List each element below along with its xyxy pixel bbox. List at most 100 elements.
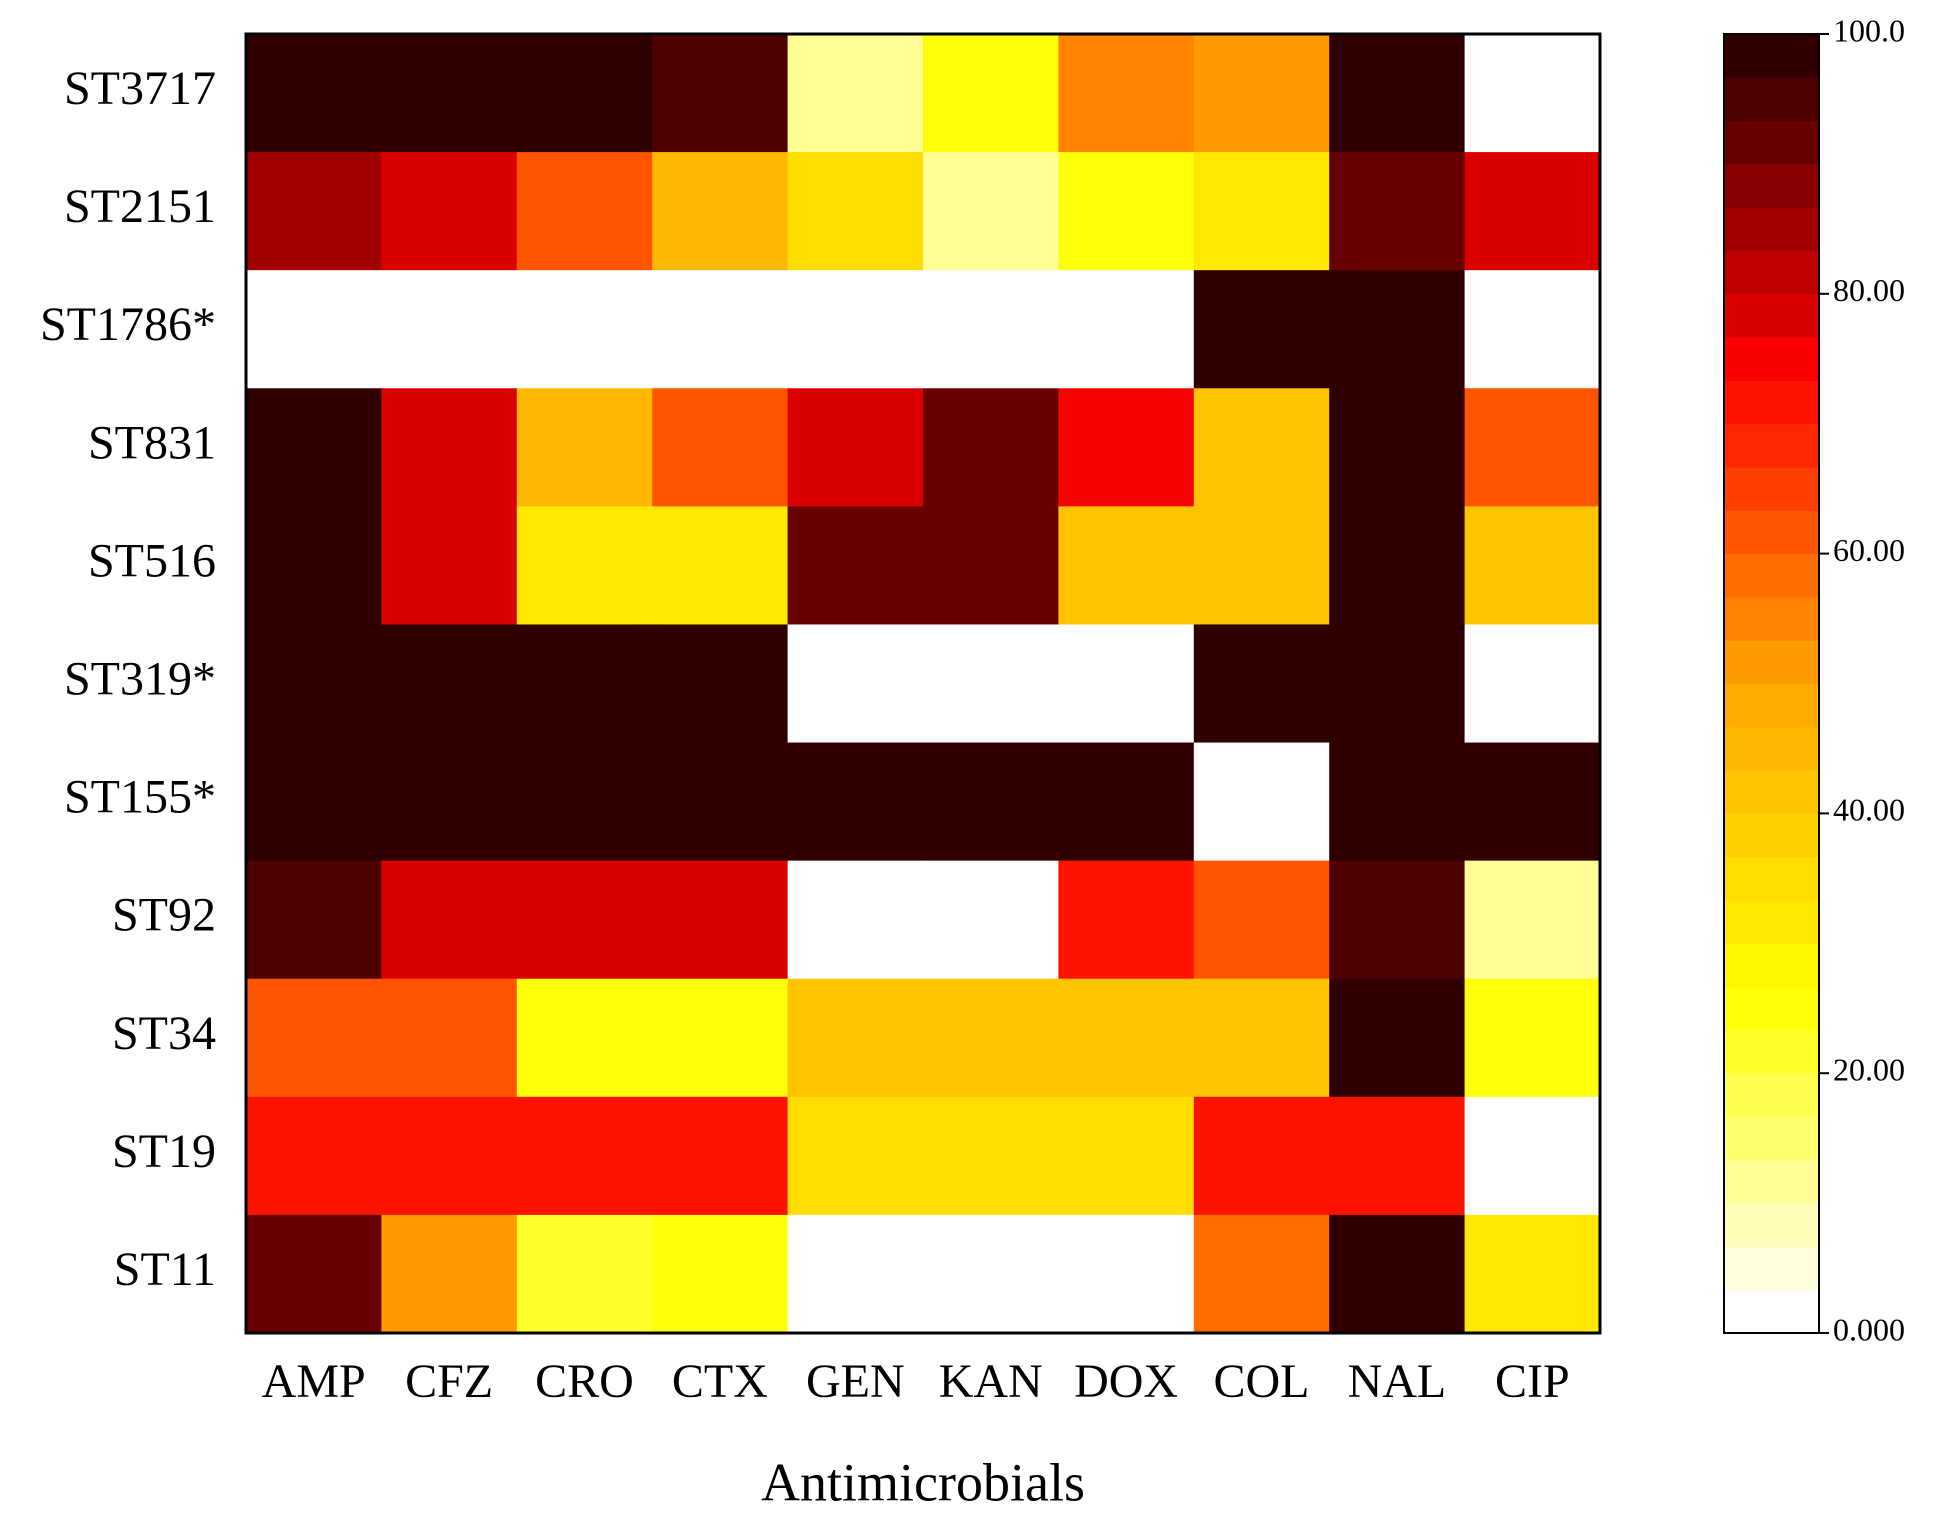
colorbar-band	[1724, 1246, 1819, 1291]
heatmap-cell	[1193, 34, 1330, 153]
heatmap-cell	[1329, 742, 1466, 862]
x-tick-label: DOX	[1074, 1355, 1178, 1408]
heatmap-cell	[652, 1096, 789, 1216]
heatmap-cell	[516, 1214, 653, 1334]
heatmap-cell	[246, 152, 382, 271]
heatmap-cell	[1058, 388, 1195, 507]
colorbar-tick-label: 100.0	[1833, 12, 1905, 48]
heatmap-cell	[923, 270, 1059, 389]
colorbar-band	[1724, 163, 1819, 208]
heatmap-cell	[381, 270, 518, 389]
heatmap-cell	[1058, 1096, 1195, 1216]
heatmap-cell	[1329, 624, 1466, 744]
heatmap-cell	[381, 742, 518, 862]
heatmap-cell	[1329, 388, 1466, 507]
x-tick-label: COL	[1214, 1355, 1310, 1408]
heatmap-cell	[1058, 742, 1195, 862]
heatmap-cell	[246, 978, 382, 1098]
heatmap-cell	[923, 1096, 1059, 1216]
colorbar-frame	[1723, 33, 1820, 1334]
colorbar-band	[1724, 1029, 1819, 1074]
heatmap-cell	[246, 34, 382, 153]
heatmap-cell	[1464, 152, 1601, 271]
heatmap-cell	[923, 624, 1059, 744]
heatmap-cell	[246, 1214, 382, 1334]
y-tick-label: ST34	[112, 1007, 216, 1060]
heatmap-cell	[787, 506, 924, 625]
colorbar-band	[1724, 77, 1819, 122]
heatmap-cell	[246, 1096, 382, 1216]
heatmap-cell	[1058, 1214, 1195, 1334]
colorbar-band	[1724, 986, 1819, 1031]
heatmap-cell	[246, 506, 382, 625]
heatmap-cell	[652, 624, 789, 744]
heatmap-cell	[1193, 1214, 1330, 1334]
heatmap-cell	[246, 860, 382, 980]
heatmap-cell	[246, 388, 382, 507]
y-tick-label: ST3717	[64, 62, 216, 115]
heatmap-cell	[1193, 624, 1330, 744]
heatmap-cell	[1058, 624, 1195, 744]
heatmap-cell	[923, 1214, 1059, 1334]
colorbar-band	[1724, 250, 1819, 295]
heatmap-cell	[381, 388, 518, 507]
heatmap-cell	[923, 860, 1059, 980]
heatmap-cell	[1464, 270, 1601, 389]
colorbar-band	[1724, 596, 1819, 641]
colorbar-band	[1724, 1073, 1819, 1117]
heatmap-cell	[787, 1096, 924, 1216]
heatmap-cell	[1464, 978, 1601, 1098]
heatmap-cell	[1193, 506, 1330, 625]
colorbar-band	[1724, 553, 1819, 598]
heatmap-cell	[246, 742, 382, 862]
heatmap-cell	[1329, 1096, 1466, 1216]
heatmap-cell	[516, 34, 653, 153]
y-tick-label: ST319*	[64, 653, 216, 706]
x-tick-label: CTX	[672, 1355, 768, 1408]
heatmap-cell	[652, 270, 789, 389]
heatmap-cell	[1058, 270, 1195, 389]
heatmap-cell	[381, 624, 518, 744]
colorbar-band	[1724, 380, 1819, 425]
x-tick-label: GEN	[806, 1355, 905, 1408]
heatmap-cell	[1464, 388, 1601, 507]
colorbar-band	[1724, 640, 1819, 684]
heatmap-cell	[652, 978, 789, 1098]
colorbar-band	[1724, 856, 1819, 901]
heatmap-cell	[516, 742, 653, 862]
y-tick-label: ST516	[88, 534, 216, 587]
y-tick-label: ST92	[112, 889, 216, 942]
y-tick-label: ST2151	[64, 180, 216, 233]
heatmap-cell	[652, 34, 789, 153]
heatmap-cell	[1464, 506, 1601, 625]
colorbar-band	[1724, 683, 1819, 728]
heatmap-cell	[787, 34, 924, 153]
heatmap-cell	[1464, 1096, 1601, 1216]
heatmap-cell	[381, 1096, 518, 1216]
heatmap-cell	[923, 978, 1059, 1098]
heatmap-cell	[1329, 978, 1466, 1098]
heatmap-cell	[1193, 860, 1330, 980]
heatmap-cell	[1193, 978, 1330, 1098]
heatmap-cell	[787, 860, 924, 980]
heatmap-cell	[923, 506, 1059, 625]
colorbar-band	[1724, 1289, 1819, 1334]
heatmap-cell	[1193, 1096, 1330, 1216]
heatmap-cell	[1464, 1214, 1601, 1334]
heatmap-cell	[1329, 152, 1466, 271]
colorbar-tick-label: 0.000	[1833, 1311, 1905, 1347]
heatmap-cell	[381, 506, 518, 625]
colorbar-tick-label: 60.00	[1833, 532, 1905, 568]
heatmap-cell	[246, 624, 382, 744]
x-tick-label: AMP	[262, 1355, 366, 1408]
heatmap-cell	[1058, 860, 1195, 980]
x-tick-label: CFZ	[405, 1355, 493, 1408]
heatmap-cell	[1058, 978, 1195, 1098]
colorbar-band	[1724, 337, 1819, 381]
heatmap-cell	[246, 270, 382, 389]
x-tick-label: CIP	[1495, 1355, 1570, 1408]
heatmap-cell	[1464, 860, 1601, 980]
heatmap-cell	[923, 34, 1059, 153]
heatmap-cell	[516, 624, 653, 744]
heatmap-cell	[516, 388, 653, 507]
